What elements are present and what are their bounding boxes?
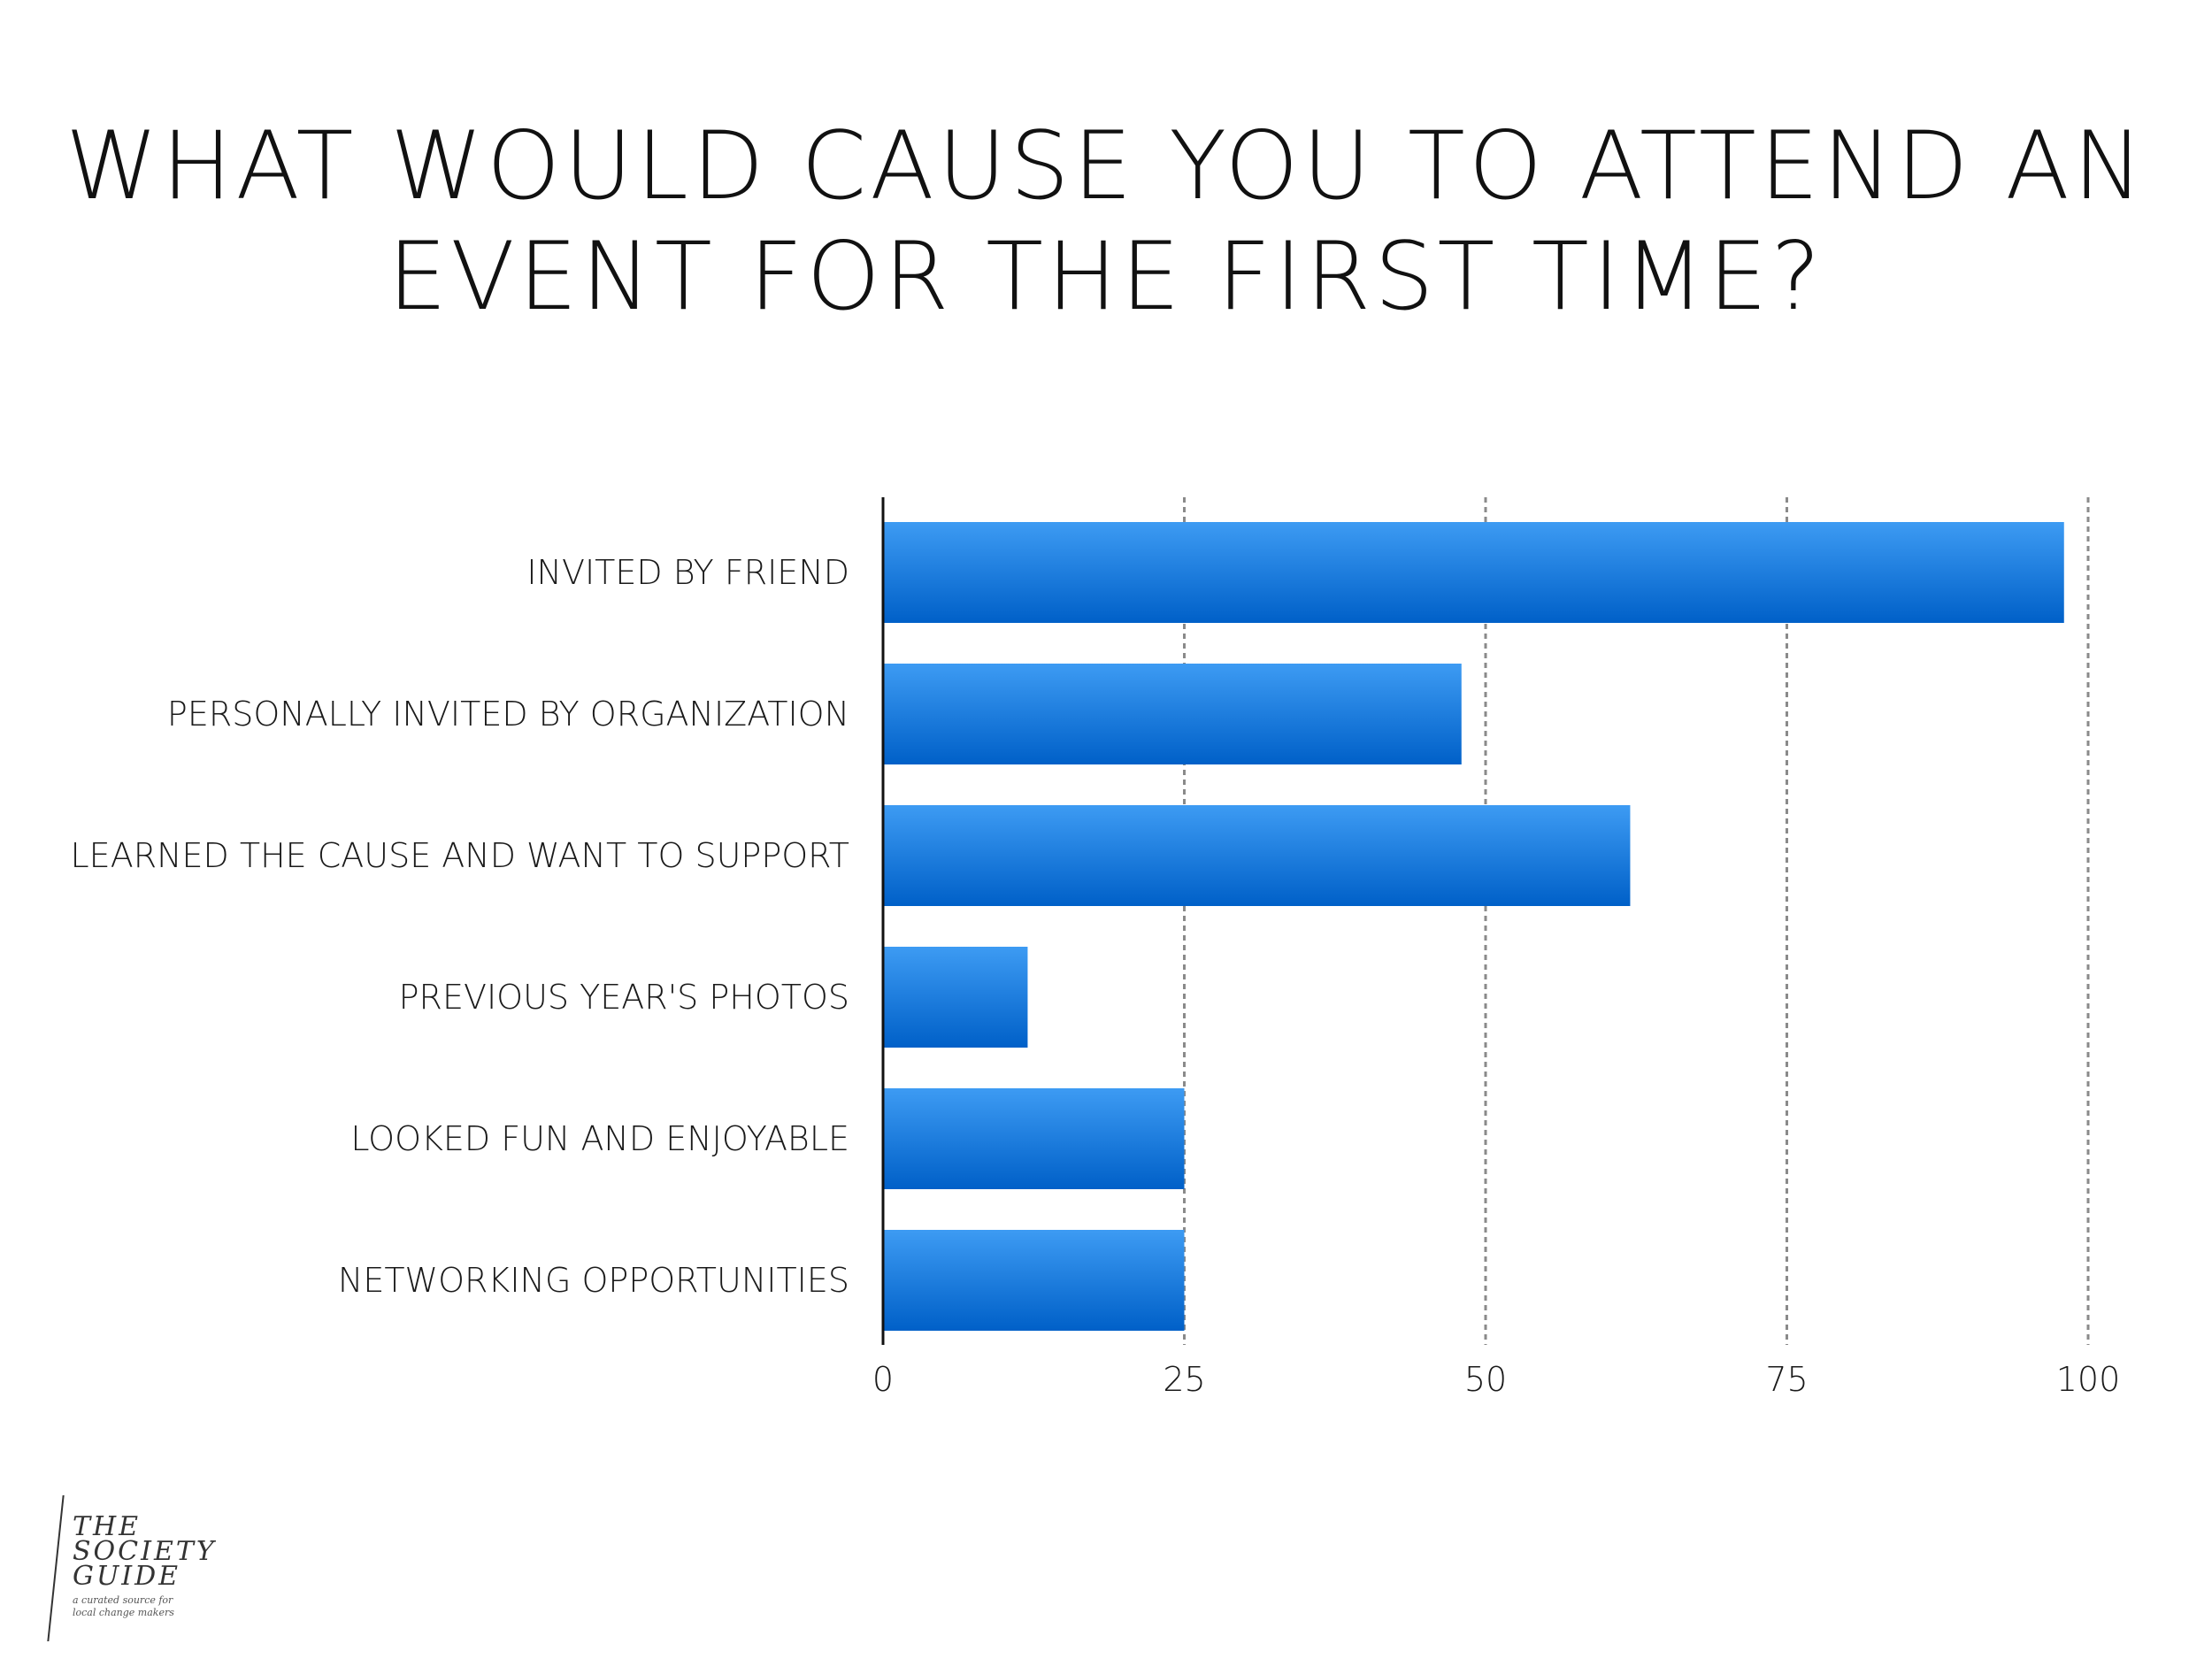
- logo-wordmark: THE SOCIETY GUIDE: [73, 1511, 217, 1592]
- category-labels: INVITED BY FRIEND PERSONALLY INVITED BY O…: [71, 553, 849, 1300]
- x-tick-label: 75: [1765, 1360, 1808, 1399]
- bar: [883, 805, 1631, 906]
- category-label: INVITED BY FRIEND: [526, 553, 849, 592]
- bar: [883, 1088, 1185, 1189]
- bar-chart: INVITED BY FRIEND PERSONALLY INVITED BY O…: [71, 497, 2120, 1399]
- category-label: LOOKED FUN AND ENJOYABLE: [350, 1119, 849, 1158]
- bars: [883, 522, 2064, 1331]
- logo-line-1: THE: [73, 1511, 142, 1542]
- logo-tagline: a curated source for local change makers: [73, 1594, 174, 1619]
- logo-tagline-1: a curated source for: [73, 1594, 173, 1606]
- category-label: NETWORKING OPPORTUNITIES: [338, 1261, 849, 1300]
- logo-rule: [47, 1495, 65, 1641]
- category-label: PREVIOUS YEAR'S PHOTOS: [399, 978, 849, 1017]
- title-line-1: WHAT WOULD CAUSE YOU TO ATTEND AN: [65, 111, 2147, 220]
- category-label: PERSONALLY INVITED BY ORGANIZATION: [167, 695, 849, 733]
- grid-lines: [1183, 497, 2090, 1345]
- x-tick-labels: 0 25 50 75 100: [872, 1360, 2120, 1399]
- logo-line-2: SOCIETY: [73, 1536, 217, 1567]
- bar: [883, 947, 1028, 1048]
- x-tick-label: 25: [1163, 1360, 1205, 1399]
- x-tick-label: 100: [2056, 1360, 2121, 1399]
- x-tick-label: 0: [872, 1360, 894, 1399]
- bar: [883, 1230, 1185, 1331]
- category-label: LEARNED THE CAUSE AND WANT TO SUPPORT: [71, 836, 849, 875]
- title-line-2: EVENT FOR THE FIRST TIME?: [388, 222, 1824, 331]
- logo-tagline-2: local change makers: [73, 1607, 174, 1618]
- bar: [883, 522, 2064, 623]
- bar: [883, 664, 1462, 764]
- society-guide-logo: THE SOCIETY GUIDE a curated source for l…: [44, 1495, 230, 1646]
- x-tick-label: 50: [1464, 1360, 1507, 1399]
- chart-title: WHAT WOULD CAUSE YOU TO ATTEND AN EVENT …: [0, 111, 2212, 332]
- logo-line-3: GUIDE: [73, 1561, 181, 1592]
